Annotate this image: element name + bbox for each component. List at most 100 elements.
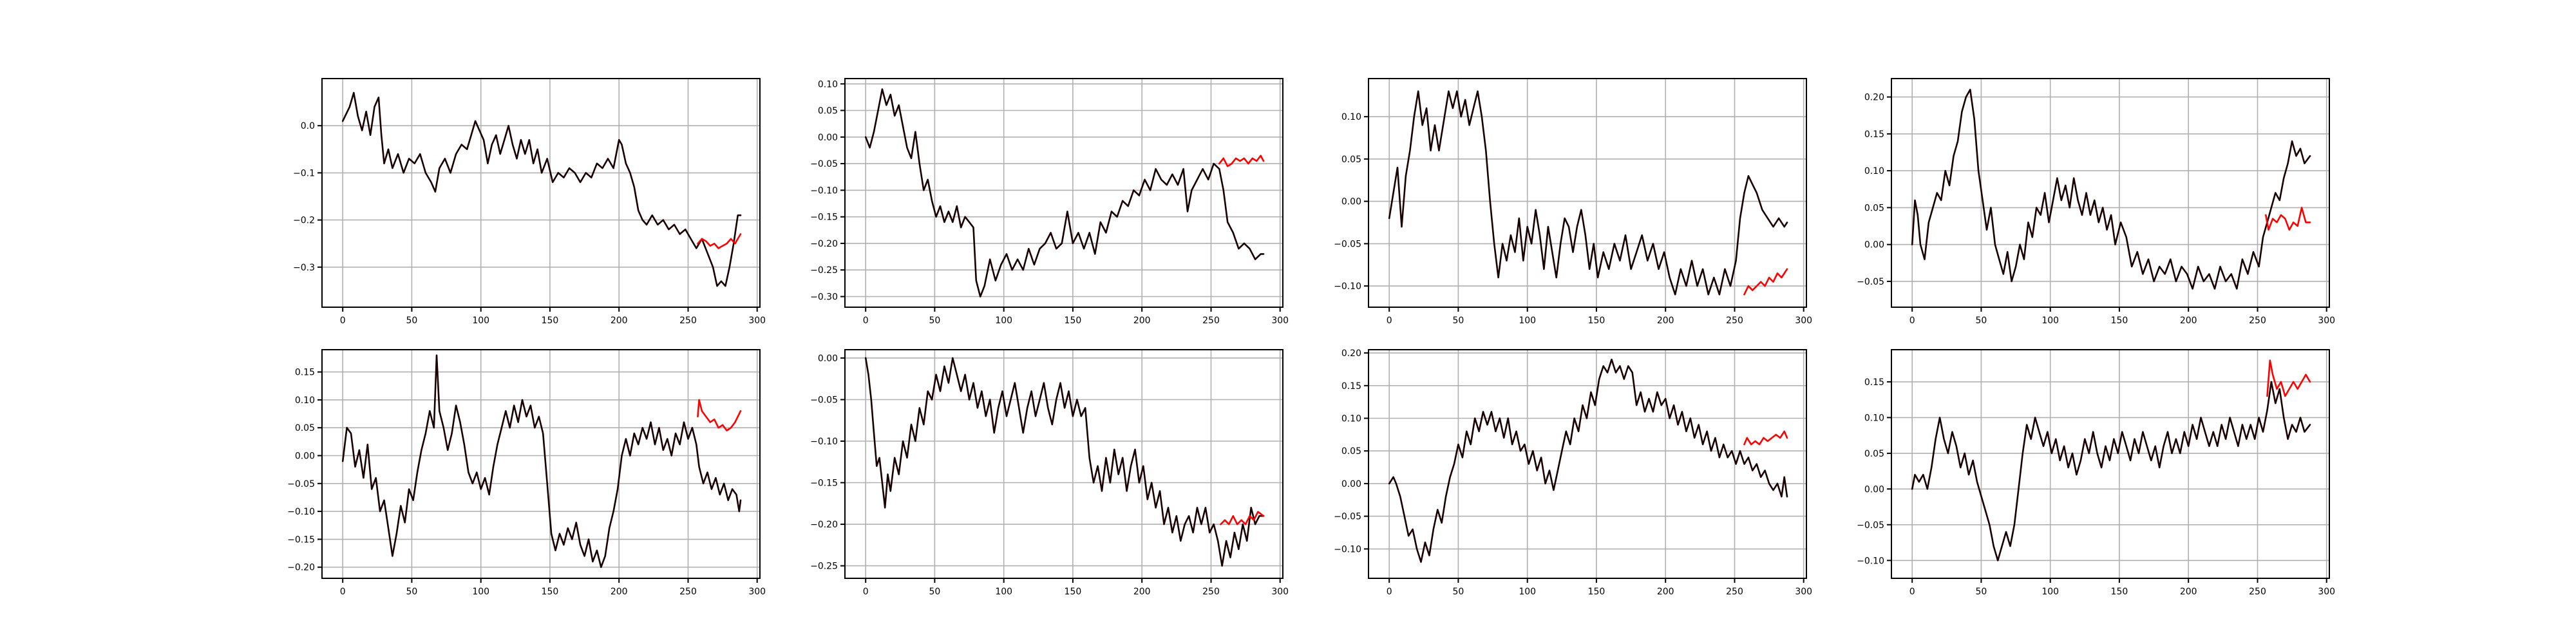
y-tick-label: 0.00 xyxy=(295,451,315,462)
y-tick-label: −0.20 xyxy=(810,239,838,249)
x-tick-label: 300 xyxy=(1271,316,1289,326)
y-tick-label: −0.10 xyxy=(1334,281,1361,292)
y-tick-label: −0.15 xyxy=(810,213,838,223)
x-tick-label: 0 xyxy=(340,316,346,326)
x-tick-label: 50 xyxy=(406,587,417,597)
x-tick-label: 200 xyxy=(1657,316,1674,326)
x-tick-label: 200 xyxy=(1133,587,1151,597)
x-tick-label: 300 xyxy=(2318,316,2335,326)
axes-frame xyxy=(1891,78,2330,308)
x-tick-label: 50 xyxy=(406,316,417,326)
x-tick-label: 100 xyxy=(995,316,1012,326)
x-tick-label: 0 xyxy=(340,587,346,597)
axes-frame xyxy=(321,78,761,308)
x-tick-label: 0 xyxy=(863,316,869,326)
x-tick-label: 150 xyxy=(542,316,559,326)
series-line-predicted xyxy=(2266,359,2311,397)
series-line-actual xyxy=(1911,88,2311,290)
y-tick-label: 0.10 xyxy=(1341,112,1361,122)
y-tick-label: −0.10 xyxy=(287,507,315,517)
y-tick-label: 0.20 xyxy=(1341,348,1361,359)
x-tick-label: 250 xyxy=(2249,316,2266,326)
y-tick-label: −0.25 xyxy=(810,265,838,276)
x-tick-label: 50 xyxy=(929,316,940,326)
x-tick-label: 100 xyxy=(472,316,489,326)
x-tick-label: 150 xyxy=(1065,587,1082,597)
x-tick-label: 250 xyxy=(679,316,697,326)
axes-frame xyxy=(1891,349,2330,579)
chart-panel-5: −0.20 −0.15 −0.10 −0.05 0.00 0.05 0.10 0.15 0 50 1… xyxy=(287,349,766,597)
y-tick-label: 0.05 xyxy=(1341,155,1361,165)
axes-frame xyxy=(1368,349,1807,579)
chart-panel-7: −0.10 −0.05 0.00 0.05 0.10 0.15 0.20 0 50 100 150 2… xyxy=(1334,348,1812,597)
y-tick-label: −0.05 xyxy=(1334,512,1361,522)
y-tick-label: −0.10 xyxy=(810,185,838,196)
x-tick-label: 150 xyxy=(2111,587,2128,597)
x-tick-label: 250 xyxy=(1726,316,1743,326)
x-tick-label: 100 xyxy=(2041,587,2059,597)
chart-panel-1: −0.3 −0.2 −0.1 0.0 0 50 100 150 200 250 300 xyxy=(293,78,766,326)
y-tick-label: −0.20 xyxy=(287,563,315,573)
x-tick-label: 200 xyxy=(1657,587,1674,597)
y-tick-label: −0.3 xyxy=(293,263,315,273)
chart-grid: −0.3−0.2−0.10.00 50 100 150 200 250 300−0.30−0… xyxy=(287,78,2335,597)
x-tick-label: 0 xyxy=(1909,316,1915,326)
x-tick-label: 300 xyxy=(2318,587,2335,597)
y-tick-label: −0.05 xyxy=(1857,277,1884,287)
y-tick-label: −0.30 xyxy=(810,292,838,303)
series-line-actual xyxy=(1911,381,2311,562)
x-tick-label: 150 xyxy=(1065,316,1082,326)
x-tick-label: 150 xyxy=(1588,316,1605,326)
series-line-predicted xyxy=(1220,511,1265,526)
x-tick-label: 250 xyxy=(1202,316,1220,326)
y-tick-label: 0.05 xyxy=(1864,203,1884,213)
series-line-predicted xyxy=(697,233,742,249)
x-tick-label: 250 xyxy=(679,587,697,597)
x-tick-label: 300 xyxy=(748,587,766,597)
y-tick-label: 0.10 xyxy=(1341,414,1361,424)
axes-frame xyxy=(844,78,1283,308)
x-tick-label: 250 xyxy=(2249,587,2266,597)
y-tick-label: −0.05 xyxy=(287,479,315,489)
y-tick-label: −0.20 xyxy=(810,520,838,530)
series-line-predicted xyxy=(1218,155,1265,167)
series-line-actual xyxy=(1388,358,1788,563)
x-tick-label: 200 xyxy=(611,587,628,597)
x-tick-label: 200 xyxy=(2180,587,2197,597)
y-tick-label: 0.05 xyxy=(295,423,315,433)
y-tick-label: −0.05 xyxy=(1857,520,1884,531)
y-tick-label: −0.2 xyxy=(293,216,315,226)
x-tick-label: 50 xyxy=(1452,316,1464,326)
y-tick-label: 0.05 xyxy=(1864,449,1884,459)
x-tick-label: 0 xyxy=(1909,587,1915,597)
series-line-actual xyxy=(864,88,1265,298)
y-tick-label: −0.05 xyxy=(1334,239,1361,249)
x-tick-label: 250 xyxy=(1726,587,1743,597)
y-tick-label: 0.20 xyxy=(1864,93,1884,103)
y-tick-label: −0.05 xyxy=(810,395,838,406)
axes-frame xyxy=(321,349,761,579)
x-tick-label: 250 xyxy=(1202,587,1220,597)
x-tick-label: 50 xyxy=(1452,587,1464,597)
chart-panel-6: −0.25 −0.20 −0.15 −0.10 −0.05 0.00 0 50 100 150 20… xyxy=(810,349,1289,597)
x-tick-label: 300 xyxy=(1795,587,1812,597)
x-tick-label: 50 xyxy=(1975,587,1987,597)
chart-panel-8: −0.10 −0.05 0.00 0.05 0.10 0.15 0 50 100 150 200 25… xyxy=(1857,349,2335,597)
series-line-predicted xyxy=(2265,207,2311,231)
y-tick-label: 0.00 xyxy=(1341,197,1361,207)
x-tick-label: 150 xyxy=(2111,316,2128,326)
series-line-predicted xyxy=(1743,268,1788,296)
y-tick-label: −0.10 xyxy=(810,437,838,447)
y-tick-label: 0.15 xyxy=(1341,381,1361,392)
x-tick-label: 100 xyxy=(2041,316,2059,326)
chart-panel-2: −0.30 −0.25 −0.20 −0.15 −0.10 −0.05 0.00 0.05 0.… xyxy=(810,78,1289,326)
y-tick-label: 0.10 xyxy=(295,395,315,406)
y-tick-label: 0.05 xyxy=(818,106,838,117)
x-tick-label: 100 xyxy=(995,587,1012,597)
y-tick-label: −0.15 xyxy=(287,535,315,545)
x-tick-label: 150 xyxy=(542,587,559,597)
x-tick-label: 50 xyxy=(1975,316,1987,326)
y-tick-label: −0.15 xyxy=(810,478,838,489)
